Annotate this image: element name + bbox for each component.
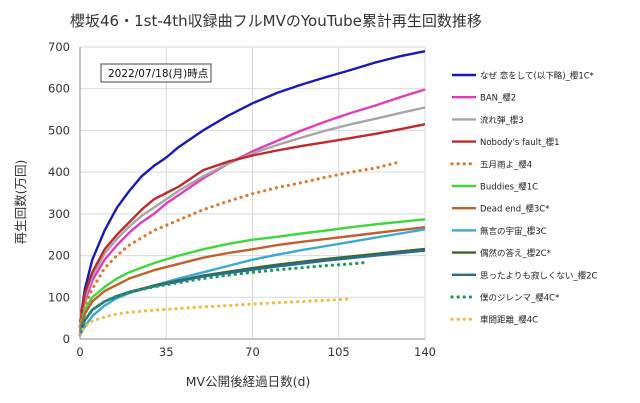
chart-title: 櫻坂46・1st-4th収録曲フルMVのYouTube累計再生回数推移 <box>70 12 482 30</box>
legend-label: 車間距離_櫻4C <box>480 315 538 326</box>
y-tick-label: 400 <box>48 165 70 179</box>
series-line <box>78 50 426 323</box>
date-annotation: 2022/07/18(月)時点 <box>100 63 212 83</box>
y-tick-label: 300 <box>48 207 70 221</box>
series-line <box>78 297 353 337</box>
date-annotation-box <box>100 63 212 83</box>
legend-label: BAN_櫻2 <box>480 93 516 104</box>
y-tick-label: 200 <box>48 249 70 263</box>
x-tick-labels: 0 35 70 105 140 <box>76 345 436 359</box>
y-tick-label: 600 <box>48 82 70 96</box>
plot-area: 0 100 200 300 400 500 600 700 0 35 70 105 140 <box>48 40 436 359</box>
y-tick-label: 700 <box>48 40 70 54</box>
series-line <box>78 123 426 323</box>
x-tick-label: 35 <box>159 345 174 359</box>
series-line <box>78 228 426 336</box>
x-tick-label: 105 <box>328 345 350 359</box>
series-line <box>78 218 426 331</box>
series-lines <box>78 50 426 337</box>
legend: なぜ 恋をして(以下略)_櫻1C* BAN_櫻2 流れ弾_櫻3 Nobody's fa… <box>450 71 597 326</box>
gridlines <box>79 46 426 340</box>
series-line <box>78 106 426 327</box>
series-line <box>78 249 426 334</box>
series-line <box>78 88 426 327</box>
legend-label: 五月雨よ_櫻4 <box>480 159 532 170</box>
y-tick-label: 100 <box>48 290 70 304</box>
y-tick-labels: 0 100 200 300 400 500 600 700 <box>48 40 70 346</box>
legend-label: Nobody's fault_櫻1 <box>480 137 560 148</box>
date-annotation-text: 2022/07/18(月)時点 <box>108 68 208 80</box>
y-axis-title: 再生回数(万回) <box>13 160 28 245</box>
legend-label: Dead end_櫻3C* <box>480 204 549 215</box>
legend-label: 流れ弾_櫻3 <box>480 115 524 126</box>
legend-label: なぜ 恋をして(以下略)_櫻1C* <box>480 71 594 82</box>
series-line <box>78 160 402 329</box>
legend-label: 無言の宇宙_櫻3C <box>480 226 547 237</box>
x-tick-label: 70 <box>245 345 260 359</box>
axes <box>79 47 425 340</box>
y-tick-label: 0 <box>63 332 70 346</box>
legend-label: 僕のジレンマ_櫻4C* <box>480 293 559 304</box>
x-tick-label: 140 <box>414 345 436 359</box>
x-axis-title: MV公開後経過日数(d) <box>186 374 311 389</box>
y-tick-label: 500 <box>48 123 70 137</box>
legend-label: 思ったよりも寂しくない_櫻2C <box>480 270 597 281</box>
series-line <box>78 226 426 332</box>
legend-label: Buddies_櫻1C <box>480 182 538 193</box>
legend-label: 偶然の答え_櫻2C* <box>480 248 551 259</box>
series-line <box>78 261 365 337</box>
x-tick-label: 0 <box>76 345 83 359</box>
